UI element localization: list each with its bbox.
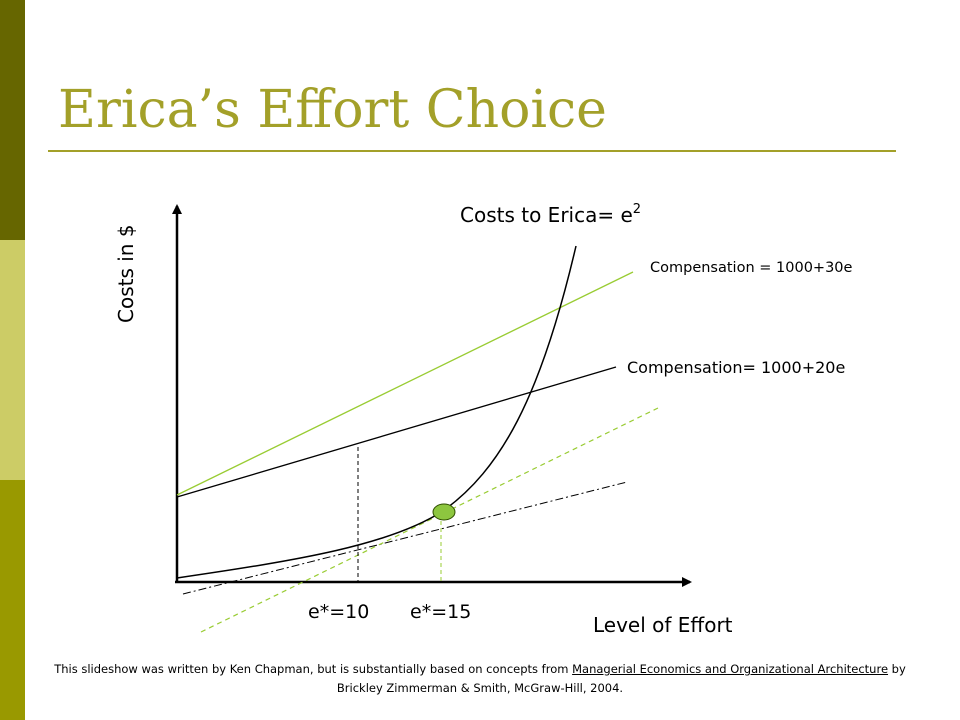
compensation-20e-label: Compensation= 1000+20e	[627, 358, 845, 377]
slide-title: Erica’s Effort Choice	[58, 80, 607, 140]
tick-label-e15: e*=15	[410, 601, 471, 623]
footer-credit-text-2: by Brickley Zimmerman & Smith, McGraw-Hi…	[336, 662, 906, 695]
cost-curve	[176, 245, 577, 579]
cost-curve-label-text: Costs to Erica= e	[460, 203, 633, 227]
sidebar-dark-block	[0, 0, 25, 240]
compensation-30e-label: Compensation = 1000+30e	[650, 260, 853, 276]
sidebar-mid-block	[0, 480, 25, 720]
footer-credit: This slideshow was written by Ken Chapma…	[40, 660, 920, 698]
compensation-20e-line	[176, 366, 617, 498]
x-axis-label: Level of Effort	[593, 613, 733, 637]
cost-curve-label: Costs to Erica= e2	[460, 202, 641, 227]
y-axis-label: Costs in $	[114, 224, 138, 323]
cost-curve-label-exponent: 2	[633, 202, 641, 217]
title-underline-rule	[48, 150, 896, 152]
book-title-link: Managerial Economics and Organizational …	[572, 662, 889, 676]
sidebar-light-block	[0, 240, 25, 480]
footer-credit-text-1: This slideshow was written by Ken Chapma…	[54, 662, 573, 676]
optimum-point-marker	[432, 503, 456, 521]
tangent-line-e15	[200, 407, 659, 633]
tangent-line-e10	[182, 481, 628, 595]
compensation-30e-line	[176, 271, 634, 496]
tick-label-e10: e*=10	[308, 601, 369, 623]
